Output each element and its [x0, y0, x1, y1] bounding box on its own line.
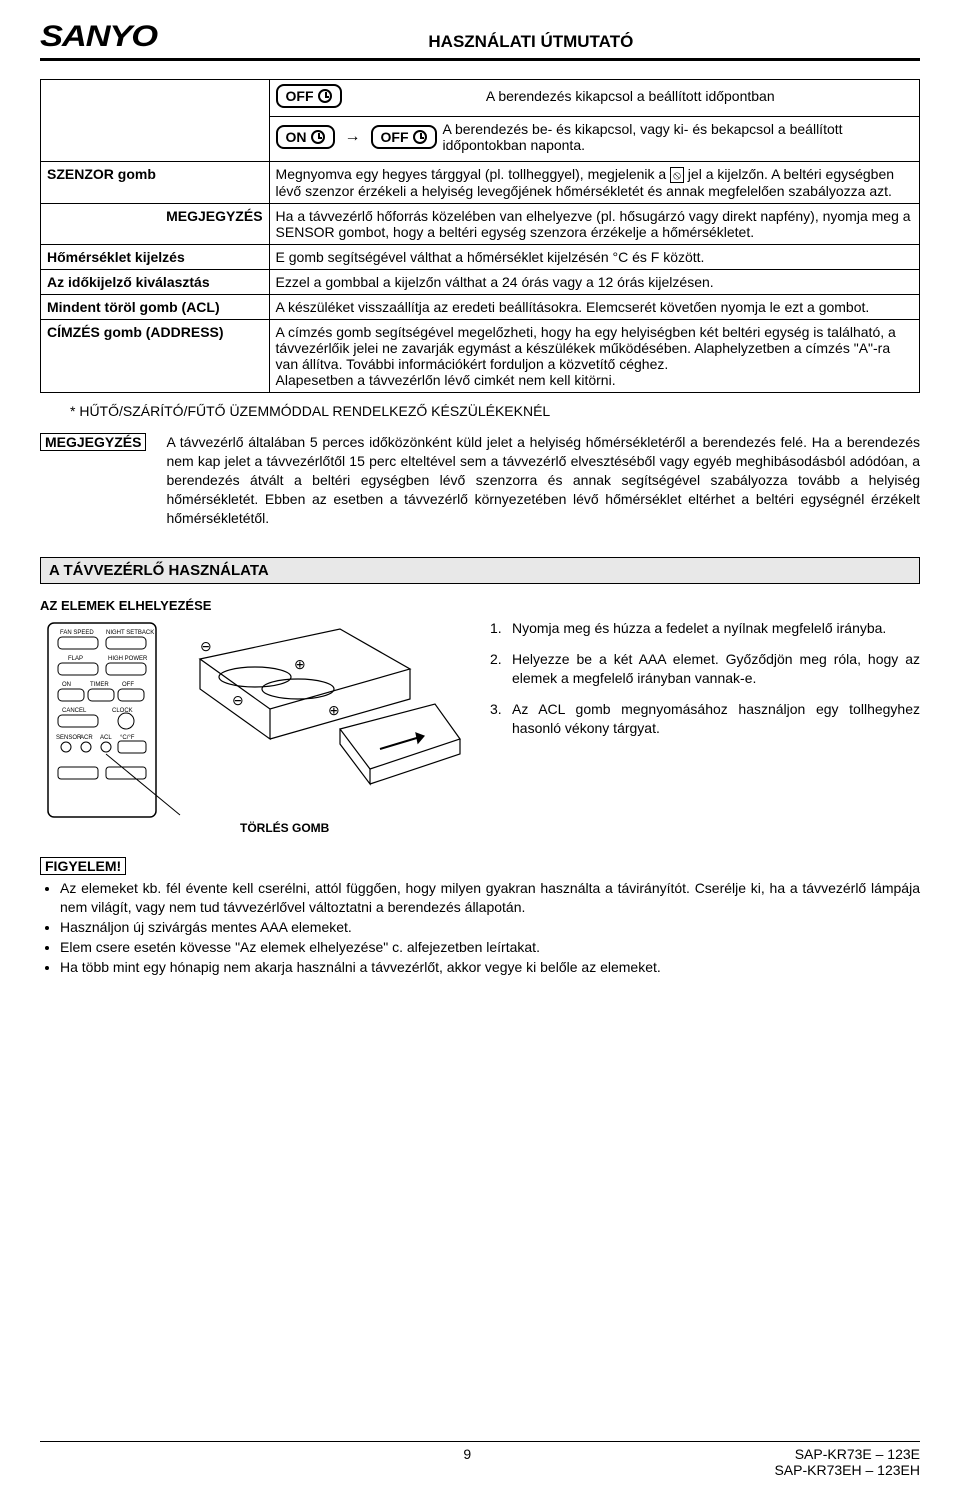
clock-icon: [318, 89, 332, 103]
page-header: SANYO HASZNÁLATI ÚTMUTATÓ: [40, 20, 920, 61]
svg-text:⊕: ⊕: [294, 656, 306, 672]
row-desc: E gomb segítségével válthat a hőmérsékle…: [269, 245, 919, 270]
svg-text:°C/°F: °C/°F: [120, 735, 135, 741]
row-desc: Ha a távvezérlő hőforrás közelében van e…: [269, 204, 919, 245]
list-item: Elem csere esetén kövesse "Az elemek elh…: [60, 938, 920, 957]
svg-text:⊕: ⊕: [328, 702, 340, 718]
arrow-icon: →: [345, 128, 361, 146]
row-desc: Ezzel a gombbal a kijelzőn válthat a 24 …: [269, 270, 919, 295]
svg-text:NIGHT SETBACK: NIGHT SETBACK: [106, 630, 154, 636]
page-number: 9: [160, 1446, 774, 1478]
list-item: Használjon új szivárgás mentes AAA eleme…: [60, 918, 920, 937]
section-header: A TÁVVEZÉRLŐ HASZNÁLATA: [40, 557, 920, 584]
row-label: Az időkijelző kiválasztás: [41, 270, 270, 295]
svg-text:ON: ON: [62, 682, 71, 688]
list-item: Ha több mint egy hónapig nem akarja hasz…: [60, 958, 920, 977]
table-row: OFF A berendezés kikapcsol a beállított …: [41, 80, 920, 117]
row-label: SZENZOR gomb: [41, 162, 270, 204]
sub-header: AZ ELEMEK ELHELYEZÉSE: [40, 598, 920, 613]
row-label: CÍMZÉS gomb (ADDRESS): [41, 320, 270, 393]
list-item: Helyezze be a két AAA elemet. Győződjön …: [490, 650, 920, 688]
doc-title: HASZNÁLATI ÚTMUTATÓ: [142, 32, 920, 54]
sensor-icon: ⦸: [670, 167, 684, 183]
svg-text:CANCEL: CANCEL: [62, 708, 87, 714]
table-row: Az időkijelző kiválasztás Ezzel a gombba…: [41, 270, 920, 295]
svg-text:TIMER: TIMER: [90, 682, 109, 688]
row-label: Hőmérséklet kijelzés: [41, 245, 270, 270]
battery-diagram: FAN SPEED NIGHT SETBACK FLAP HIGH POWER …: [40, 619, 470, 819]
svg-text:OFF: OFF: [122, 682, 134, 688]
svg-text:CLOCK: CLOCK: [112, 708, 133, 714]
table-footnote: * HŰTŐ/SZÁRÍTÓ/FŰTŐ ÜZEMMÓDDAL RENDELKEZ…: [70, 403, 920, 419]
model-codes: SAP-KR73E – 123E SAP-KR73EH – 123EH: [774, 1446, 920, 1478]
attention-label: FIGYELEM!: [40, 857, 126, 875]
off-timer-icon: OFF: [276, 84, 342, 108]
row-desc: Megnyomva egy hegyes tárggyal (pl. tollh…: [269, 162, 919, 204]
battery-steps: Nyomja meg és húzza a fedelet a nyílnak …: [490, 619, 920, 749]
table-row: MEGJEGYZÉS Ha a távvezérlő hőforrás köze…: [41, 204, 920, 245]
on-timer-icon: ON: [276, 125, 335, 149]
functions-table: OFF A berendezés kikapcsol a beállított …: [40, 79, 920, 393]
logo: SANYO: [40, 20, 157, 54]
table-row: Mindent töröl gomb (ACL) A készüléket vi…: [41, 295, 920, 320]
clock-icon: [311, 130, 325, 144]
diagram-svg: FAN SPEED NIGHT SETBACK FLAP HIGH POWER …: [40, 619, 470, 819]
table-row: CÍMZÉS gomb (ADDRESS) A címzés gomb segí…: [41, 320, 920, 393]
list-item: Az elemeket kb. fél évente kell cserélni…: [60, 879, 920, 917]
svg-text:⊖: ⊖: [232, 692, 244, 708]
list-item: Az ACL gomb megnyomásához használjon egy…: [490, 700, 920, 738]
clock-icon: [413, 130, 427, 144]
row-label: MEGJEGYZÉS: [41, 204, 270, 245]
svg-text:FLAP: FLAP: [68, 656, 83, 662]
note-text: A távvezérlő általában 5 perces időközön…: [166, 433, 920, 527]
battery-section: FAN SPEED NIGHT SETBACK FLAP HIGH POWER …: [40, 619, 920, 819]
table-row: SZENZOR gomb Megnyomva egy hegyes tárggy…: [41, 162, 920, 204]
svg-text:⊖: ⊖: [200, 638, 212, 654]
note-label: MEGJEGYZÉS: [40, 433, 146, 451]
svg-text:ACL: ACL: [100, 735, 112, 741]
table-row: Hőmérséklet kijelzés E gomb segítségével…: [41, 245, 920, 270]
torles-label: TÖRLÉS GOMB: [240, 821, 920, 835]
page-footer: 9 SAP-KR73E – 123E SAP-KR73EH – 123EH: [40, 1441, 920, 1478]
svg-text:FAN SPEED: FAN SPEED: [60, 630, 94, 636]
row-desc: A címzés gomb segítségével megelőzheti, …: [269, 320, 919, 393]
on-off-desc: A berendezés be- és kikapcsol, vagy ki- …: [443, 121, 913, 153]
svg-text:ACR: ACR: [80, 735, 93, 741]
row-label: Mindent töröl gomb (ACL): [41, 295, 270, 320]
off-timer-icon: OFF: [371, 125, 437, 149]
attention-list: Az elemeket kb. fél évente kell cserélni…: [40, 879, 920, 976]
svg-text:SENSOR: SENSOR: [56, 735, 82, 741]
note-block: MEGJEGYZÉS A távvezérlő általában 5 perc…: [40, 433, 920, 527]
svg-text:HIGH POWER: HIGH POWER: [108, 656, 148, 662]
row-desc: A készüléket visszaállítja az eredeti be…: [269, 295, 919, 320]
off-desc: A berendezés kikapcsol a beállított időp…: [348, 88, 913, 104]
list-item: Nyomja meg és húzza a fedelet a nyílnak …: [490, 619, 920, 638]
